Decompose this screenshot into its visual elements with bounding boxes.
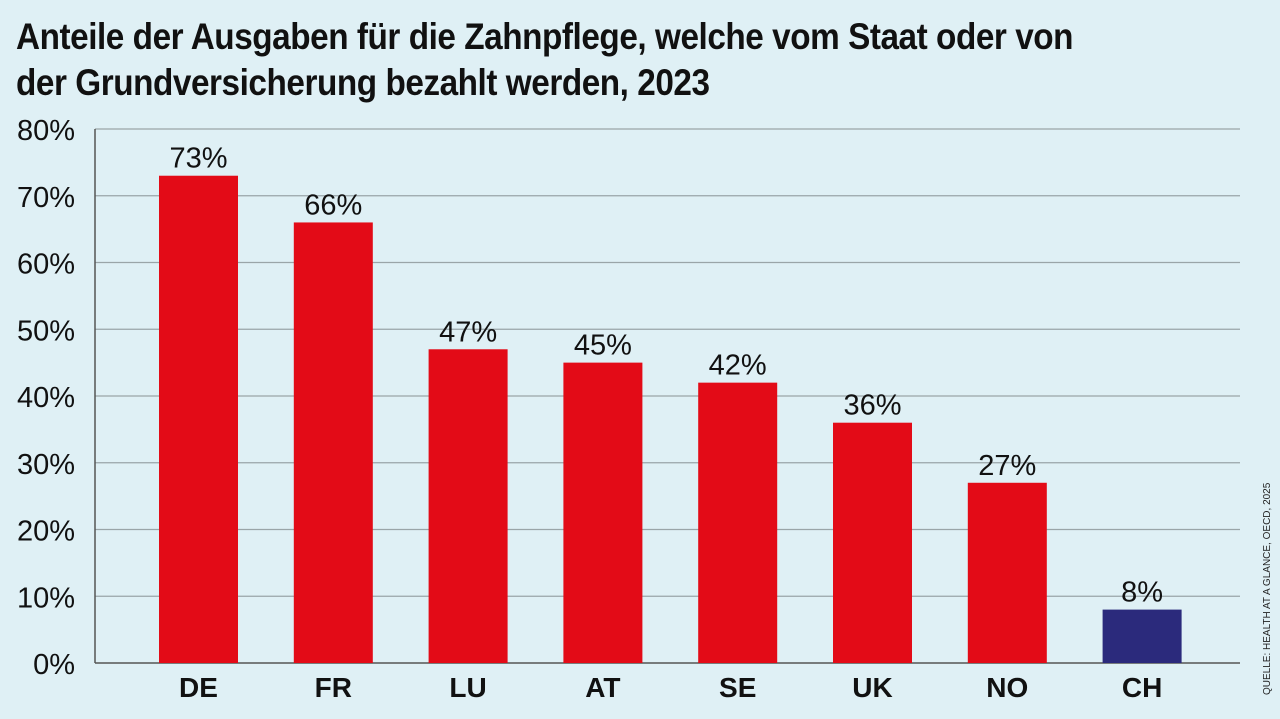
x-tick-label: AT xyxy=(585,672,620,703)
bar-de xyxy=(159,175,238,663)
bar-se xyxy=(698,382,778,663)
bar-ch xyxy=(1102,609,1182,663)
chart-title: Anteile der Ausgaben für die Zahnpflege,… xyxy=(16,16,1074,103)
y-tick-label: 80% xyxy=(17,115,75,147)
data-label: 8% xyxy=(1121,577,1163,609)
bar-lu xyxy=(428,349,508,663)
y-tick-label: 20% xyxy=(17,516,75,548)
y-tick-label: 60% xyxy=(17,249,75,281)
bar-at xyxy=(563,362,643,663)
data-label: 36% xyxy=(843,390,901,422)
x-tick-label: UK xyxy=(852,672,892,703)
x-tick-label: DE xyxy=(179,672,218,703)
y-tick-label: 30% xyxy=(17,449,75,481)
x-tick-label: FR xyxy=(315,672,352,703)
data-label: 47% xyxy=(439,316,497,348)
x-tick-label: SE xyxy=(719,672,756,703)
y-tick-label: 50% xyxy=(17,315,75,347)
bar-uk xyxy=(833,422,912,663)
data-label: 45% xyxy=(574,330,632,362)
y-tick-label: 70% xyxy=(17,182,75,214)
data-label: 42% xyxy=(709,350,767,382)
x-tick-label: NO xyxy=(986,672,1028,703)
bar-fr xyxy=(293,222,373,663)
data-label: 27% xyxy=(978,450,1036,482)
data-label: 66% xyxy=(304,189,362,221)
data-label: 73% xyxy=(169,143,227,175)
source-note: QUELLE: HEALTH AT A GLANCE, OECD, 2025 xyxy=(1262,482,1273,695)
y-tick-label: 0% xyxy=(33,649,75,681)
y-tick-label: 10% xyxy=(17,582,75,614)
x-tick-label: LU xyxy=(449,672,486,703)
x-tick-label: CH xyxy=(1122,672,1162,703)
bar-no xyxy=(967,482,1047,663)
y-tick-label: 40% xyxy=(17,382,75,414)
